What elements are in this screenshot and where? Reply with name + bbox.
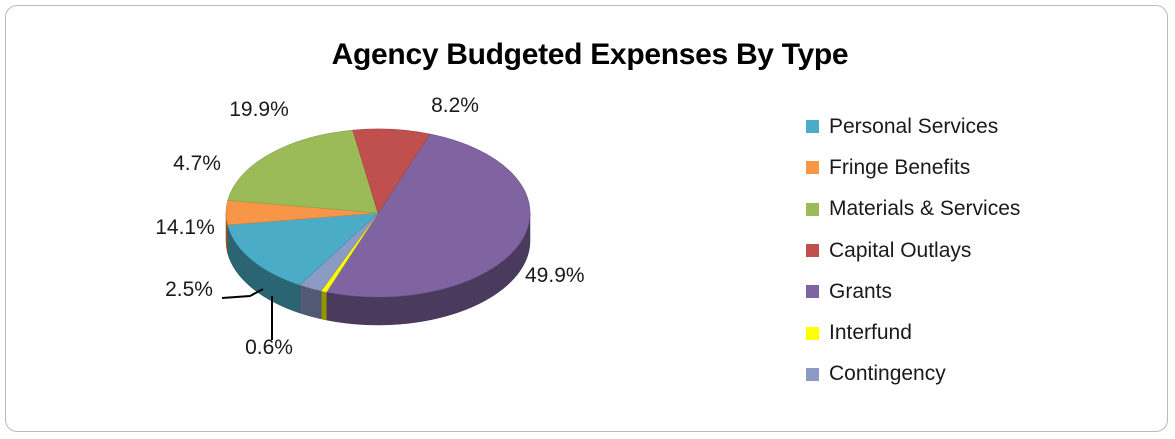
- legend-swatch: [806, 202, 819, 216]
- pie-side-interfund: [320, 290, 327, 321]
- pie-slice-grants: [325, 133, 531, 298]
- data-label-fringe-benefits: 4.7%: [173, 152, 221, 175]
- legend-label: Contingency: [829, 362, 946, 386]
- pie-slice-personal-services: [227, 212, 379, 286]
- legend-label: Personal Services: [829, 114, 999, 138]
- pie-sides: [225, 212, 531, 326]
- data-label-personal-services: 14.1%: [155, 216, 215, 239]
- pie-slice-materials-and-services: [227, 129, 379, 214]
- legend-label: Capital Outlays: [829, 238, 972, 262]
- leader-line-contingency: [221, 288, 264, 299]
- legend-swatch: [806, 367, 819, 381]
- pie-slice-capital-outlays: [352, 128, 431, 214]
- legend-label: Interfund: [829, 321, 912, 345]
- pie-labels: 14.1% 4.7% 19.9% 8.2% 49.9% 0.6% 2.5%: [155, 94, 584, 359]
- legend-item-grants: Grants: [806, 271, 1020, 312]
- legend-item-materials-and-services: Materials & Services: [806, 189, 1020, 230]
- legend-item-capital-outlays: Capital Outlays: [806, 230, 1020, 271]
- data-label-capital-outlays: 8.2%: [431, 94, 479, 117]
- chart-legend: Personal Services Fringe Benefits Material…: [806, 106, 1020, 395]
- legend-item-fringe-benefits: Fringe Benefits: [806, 147, 1020, 188]
- legend-swatch: [806, 120, 819, 134]
- data-label-materials-and-services: 19.9%: [229, 98, 289, 121]
- legend-item-personal-services: Personal Services: [806, 106, 1020, 147]
- pie-leaders: [221, 288, 273, 340]
- data-label-interfund: 0.6%: [245, 336, 293, 359]
- legend-swatch: [806, 161, 819, 175]
- legend-swatch: [806, 285, 819, 299]
- data-label-grants: 49.9%: [525, 264, 585, 287]
- pie-tops: [225, 128, 531, 298]
- chart-title: Agency Budgeted Expenses By Type: [331, 38, 849, 71]
- legend-swatch: [806, 326, 819, 340]
- legend-label: Fringe Benefits: [829, 155, 971, 179]
- legend-label: Grants: [829, 279, 893, 303]
- chart-frame: [5, 5, 1168, 432]
- data-label-contingency: 2.5%: [165, 278, 213, 301]
- legend-swatch: [806, 244, 819, 258]
- legend-label: Materials & Services: [829, 197, 1021, 221]
- legend-item-interfund: Interfund: [806, 312, 1020, 353]
- legend-item-contingency: Contingency: [806, 354, 1020, 395]
